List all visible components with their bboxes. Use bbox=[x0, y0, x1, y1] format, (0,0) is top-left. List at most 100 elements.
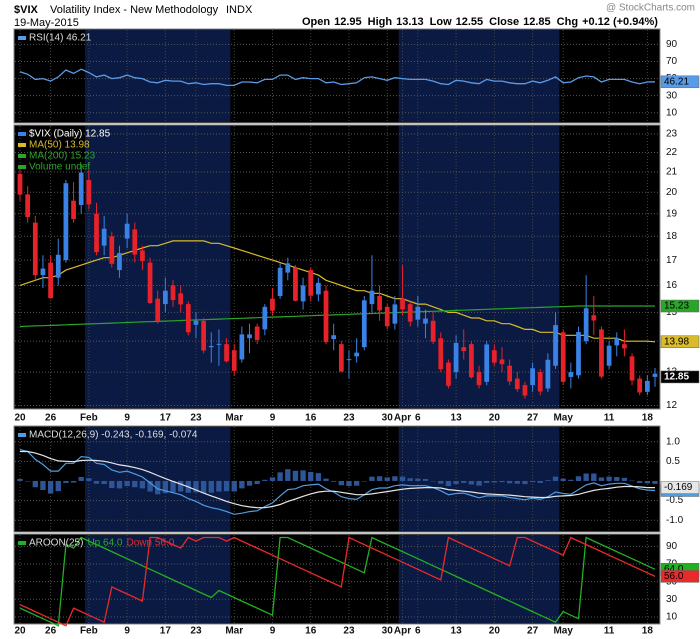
x-tick-label: Mar bbox=[225, 413, 243, 424]
histogram-bar bbox=[93, 480, 100, 484]
candle-body bbox=[338, 344, 344, 372]
candle-body bbox=[48, 262, 53, 299]
x-tick-label: 26 bbox=[45, 413, 57, 424]
candle-body bbox=[522, 385, 528, 396]
legend-label: MA(50) 13.98 bbox=[29, 140, 90, 151]
histogram-bar bbox=[132, 480, 138, 488]
histogram-bar bbox=[499, 480, 505, 483]
candle-body bbox=[537, 372, 543, 392]
x-tick-label: 17 bbox=[160, 626, 172, 637]
value-box bbox=[660, 299, 700, 313]
exchange: INDX bbox=[226, 4, 253, 16]
histogram-bar bbox=[239, 480, 245, 489]
legend-label: $VIX (Daily) 12.85 bbox=[29, 129, 111, 140]
histogram-bar bbox=[101, 480, 107, 485]
histogram-bar bbox=[583, 473, 589, 481]
x-tick-label: Feb bbox=[80, 413, 98, 424]
histogram-bar bbox=[330, 480, 337, 482]
histogram-bar bbox=[484, 480, 490, 483]
histogram-bar bbox=[292, 470, 299, 481]
candle-body bbox=[415, 306, 421, 320]
histogram-bar bbox=[445, 480, 452, 487]
candle-body bbox=[224, 344, 229, 362]
candle-body bbox=[193, 320, 199, 325]
candle-body bbox=[377, 296, 382, 311]
x-tick-label: 9 bbox=[124, 413, 130, 424]
x-tick-label: 20 bbox=[14, 413, 26, 424]
x-tick-label: 26 bbox=[45, 626, 57, 637]
histogram-bar bbox=[575, 476, 582, 481]
candle-body bbox=[400, 298, 405, 310]
candle-body bbox=[17, 173, 23, 195]
histogram-bar bbox=[308, 471, 314, 481]
histogram-bar bbox=[399, 476, 406, 481]
histogram-bar bbox=[155, 480, 161, 495]
histogram-bar bbox=[231, 480, 237, 492]
y-tick-label: 0.5 bbox=[666, 456, 680, 467]
histogram-bar bbox=[522, 480, 528, 485]
x-tick-label: 11 bbox=[604, 413, 615, 424]
candle-body bbox=[231, 350, 237, 371]
candle-body bbox=[384, 306, 390, 327]
series-line bbox=[19, 536, 656, 627]
histogram-bar bbox=[346, 480, 352, 487]
candle-body bbox=[423, 318, 428, 324]
value-box bbox=[660, 75, 700, 89]
y-tick-label: 90 bbox=[666, 541, 678, 552]
histogram-bar bbox=[384, 477, 390, 481]
histogram-bar bbox=[415, 478, 421, 481]
value-box bbox=[660, 335, 700, 349]
y-tick-label: 22 bbox=[666, 147, 678, 158]
candle-body bbox=[629, 356, 635, 381]
candle-body bbox=[25, 194, 31, 218]
value-box-label: 56.0 bbox=[664, 571, 684, 582]
value-box-label: 64.0 bbox=[664, 564, 684, 575]
histogram-bar bbox=[552, 476, 559, 481]
candle-body bbox=[553, 325, 558, 366]
candle-body bbox=[560, 332, 566, 382]
candle-body bbox=[201, 320, 206, 351]
x-tick-label: 6 bbox=[415, 626, 421, 637]
histogram-bar bbox=[537, 480, 543, 483]
candle-body bbox=[285, 263, 291, 273]
candle-body bbox=[637, 378, 643, 393]
candle-body bbox=[361, 300, 367, 348]
y-tick-label: 30 bbox=[666, 90, 678, 101]
histogram-bar bbox=[407, 478, 413, 481]
histogram-bar bbox=[147, 480, 153, 492]
security-name: Volatility Index - New Methodology bbox=[50, 4, 219, 16]
quote-value: 12.85 bbox=[523, 16, 551, 28]
candle-body bbox=[300, 285, 306, 302]
histogram-bar bbox=[116, 480, 123, 489]
candle-body bbox=[63, 183, 69, 261]
moving-average bbox=[19, 305, 655, 328]
histogram-bar bbox=[32, 480, 38, 488]
histogram-bar bbox=[644, 480, 651, 484]
y-tick-label: 21 bbox=[666, 167, 678, 178]
y-tick-label: 70 bbox=[666, 56, 678, 67]
candle-body bbox=[178, 293, 184, 305]
legend-icon bbox=[18, 143, 26, 147]
candle-body bbox=[254, 326, 260, 340]
candle-body bbox=[109, 236, 115, 264]
histogram-bar bbox=[55, 480, 61, 492]
series-line bbox=[19, 68, 656, 87]
x-tick-label: 13 bbox=[451, 413, 463, 424]
candle-body bbox=[239, 334, 245, 360]
x-tick-label: 30 bbox=[382, 626, 394, 637]
month-band bbox=[398, 535, 560, 623]
candle-body bbox=[101, 228, 107, 246]
histogram-bar bbox=[376, 476, 383, 481]
y-tick-label: 19 bbox=[666, 208, 678, 219]
month-band bbox=[398, 126, 560, 408]
histogram-bar bbox=[246, 480, 253, 486]
candle-body bbox=[446, 362, 451, 386]
candle-body bbox=[170, 285, 176, 301]
y-tick-label: 30 bbox=[666, 594, 678, 605]
histogram-bar bbox=[529, 480, 536, 483]
candle-body bbox=[346, 359, 352, 361]
x-tick-label: 23 bbox=[190, 413, 202, 424]
x-tick-label: 17 bbox=[160, 413, 172, 424]
histogram-bar bbox=[392, 476, 398, 481]
candle-body bbox=[316, 282, 321, 295]
